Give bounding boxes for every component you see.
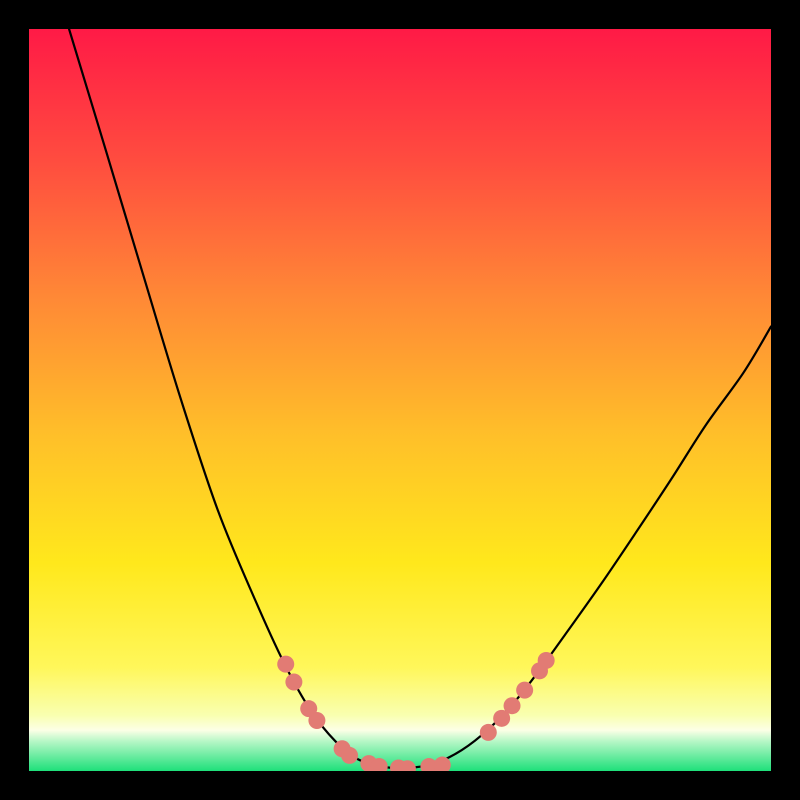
curve-marker [504,697,521,714]
curve-marker [516,682,533,699]
curve-marker [538,652,555,669]
curve-marker [308,712,325,729]
curve-marker [480,724,497,741]
curve-marker [277,656,294,673]
curve-marker [285,673,302,690]
chart-container: TheBottleneck.com [0,0,800,800]
plot-background [29,29,771,771]
curve-marker [341,747,358,764]
bottleneck-curve-chart [0,0,800,800]
